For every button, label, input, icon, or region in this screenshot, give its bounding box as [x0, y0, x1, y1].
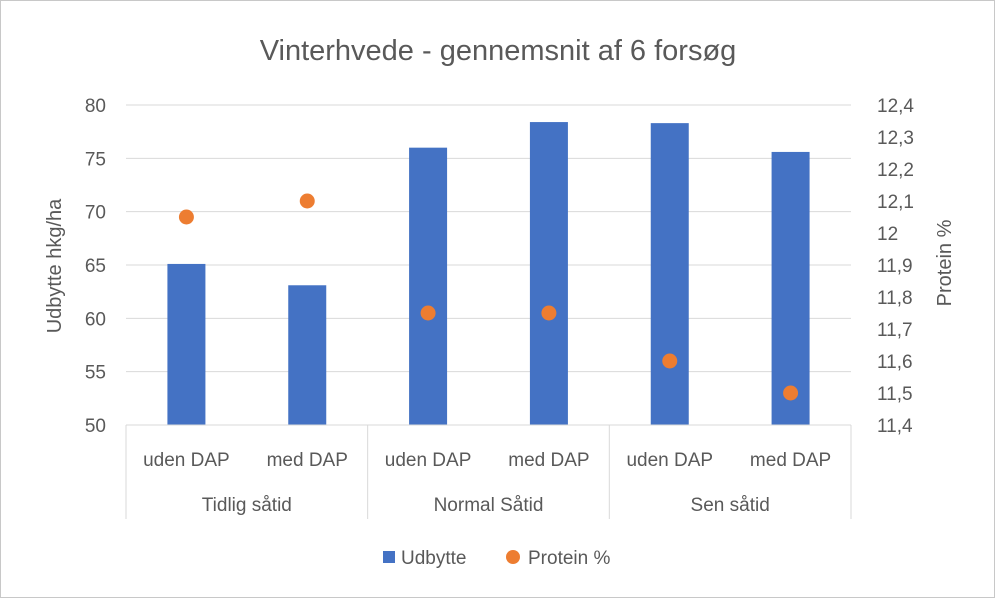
group-label: Tidlig såtid: [202, 495, 292, 516]
group-label: Normal Såtid: [434, 495, 544, 516]
y-tick-label: 65: [85, 256, 106, 277]
bar: [288, 285, 327, 425]
legend-swatch-point: [506, 550, 520, 564]
scatter-point: [541, 305, 557, 321]
y2-tick-label: 12,3: [877, 128, 914, 149]
scatter-series: [178, 193, 799, 401]
group-label: Sen såtid: [691, 495, 770, 516]
y-axis-right: 12,4 12,3 12,2 12,1 12 11,9 11,8 11,7 11,6 11,5 11…: [877, 96, 914, 437]
y2-tick-label: 12: [877, 224, 898, 245]
legend-label: Udbytte: [401, 548, 466, 569]
y-tick-label: 60: [85, 309, 106, 330]
x-tick-label: med DAP: [267, 450, 348, 471]
x-axis: uden DAP med DAP uden DAP med DAP uden DAP me…: [125, 424, 852, 519]
x-tick-label: uden DAP: [143, 450, 230, 471]
y-axis-label: Udbytte hkg/ha: [44, 198, 66, 333]
legend-swatch-bar: [383, 551, 395, 563]
bar: [771, 151, 810, 425]
scatter-point: [783, 385, 799, 401]
x-tick-label: uden DAP: [385, 450, 472, 471]
y-tick-label: 70: [85, 203, 106, 224]
y-tick-label: 80: [85, 96, 106, 117]
y2-tick-label: 12,1: [877, 192, 914, 213]
x-tick-label: uden DAP: [626, 450, 713, 471]
chart-title: Vinterhvede - gennemsnit af 6 forsøg: [260, 35, 737, 67]
scatter-point: [299, 193, 315, 209]
y-tick-label: 55: [85, 363, 106, 384]
bar: [650, 123, 689, 425]
scatter-point: [662, 353, 678, 369]
y2-tick-label: 12,2: [877, 160, 914, 181]
x-tick-label: med DAP: [508, 450, 589, 471]
y2-tick-label: 11,9: [877, 256, 913, 277]
bar: [409, 147, 448, 425]
legend: Udbytte Protein %: [383, 548, 610, 569]
bar: [529, 122, 568, 426]
y2-tick-label: 11,6: [877, 352, 913, 373]
y2-tick-label: 11,4: [877, 416, 913, 437]
y2-axis-label: Protein %: [934, 219, 956, 306]
bar: [167, 263, 206, 425]
y2-tick-label: 12,4: [877, 96, 914, 117]
y-tick-label: 75: [85, 149, 106, 170]
x-tick-label: med DAP: [750, 450, 831, 471]
scatter-point: [178, 209, 194, 225]
bar-series: [167, 122, 810, 426]
y-tick-label: 50: [85, 416, 106, 437]
gridlines: [126, 104, 851, 373]
legend-label: Protein %: [528, 548, 610, 569]
y2-tick-label: 11,7: [877, 320, 913, 341]
scatter-point: [420, 305, 436, 321]
y2-tick-label: 11,5: [877, 384, 913, 405]
y-axis-left: 80 75 70 65 60 55 50: [85, 96, 106, 437]
y2-tick-label: 11,8: [877, 288, 913, 309]
